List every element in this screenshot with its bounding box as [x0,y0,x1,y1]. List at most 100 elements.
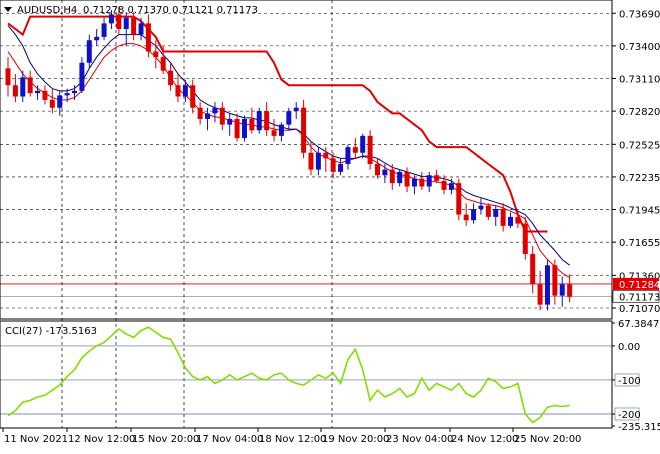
time-tick-label: 23 Nov 04:00 [386,434,453,445]
candle-body [367,135,373,164]
candle-body [434,175,440,181]
dropdown-triangle-icon[interactable] [4,7,12,12]
candle-body [116,14,122,29]
ohlc-values: 0.71278 0.71370 0.71121 0.71173 [83,5,258,16]
candle-body [182,85,188,97]
candle-body [64,93,70,96]
candle-body [478,205,484,209]
price-tick-label: 0.71655 [619,238,660,249]
candle-body [360,135,366,153]
candle-body [101,23,107,37]
candle-body [308,152,314,170]
candle-body [515,216,521,224]
candle-body [345,147,351,164]
candle-body [375,164,380,176]
price-grid [0,12,612,309]
candle-body [271,130,277,136]
cci-tick-label: -200 [618,410,641,421]
candle-body [559,284,565,296]
candle-body [544,265,550,305]
candle-body [323,152,329,159]
candle-body [508,216,514,226]
price-tick-label: 0.72525 [619,140,660,151]
price-tick-label: 0.71070 [619,304,660,315]
candle-body [493,209,499,217]
cci-tick-label: -100 [618,376,641,387]
candle-body [419,178,425,187]
candle-body [94,36,100,41]
candle-body [138,23,144,35]
candle-body [205,113,211,119]
candle-body [234,119,240,139]
price-tick-label: 0.72235 [619,173,660,184]
candle-body [86,40,92,63]
candle-body [49,99,55,108]
candle-body [241,119,247,139]
candles [5,6,573,311]
candle-body [227,119,233,125]
cci-header: CCI(27) -173.5163 [5,326,97,337]
candle-body [530,254,536,285]
time-tick-label: 25 Nov 20:00 [514,434,581,445]
candle-body [338,164,344,172]
candle-body [190,85,196,108]
candle-body [249,119,255,131]
candle-body [463,214,469,221]
candle-body [57,95,63,108]
red-price-tag-label: 0.71284 [619,280,660,291]
cci-tick-label: -235.315 [618,422,660,433]
candle-body [522,223,528,254]
candle-body [441,180,447,190]
red-price-tag [613,277,659,290]
cci-line [7,326,570,424]
price-tick-label: 0.72820 [619,107,660,118]
candle-body [448,183,454,190]
candle-body [256,111,262,131]
candle-body [20,77,26,97]
candle-body [79,62,85,91]
upper-band-line [7,15,548,233]
candle-body [552,265,558,296]
candle-body [404,171,410,187]
candle-body [197,107,203,119]
current-price-tag-label: 0.71173 [619,292,660,303]
candle-body [264,111,270,131]
candle-body [160,57,166,71]
cci-tick-label: 67.3847 [618,319,659,330]
price-tick-label: 0.71360 [619,271,660,282]
candle-body [567,284,573,297]
candle-body [315,152,321,170]
candle-body [131,17,137,35]
candle-body [212,107,218,114]
candle-body [42,90,48,100]
candle-body [27,77,33,94]
candle-body [123,17,129,29]
time-tick-label: 24 Nov 12:00 [451,434,518,445]
candle-body [35,90,41,94]
cci-series [7,326,570,424]
period-separators [61,0,333,428]
cci-tick-label: 0.00 [618,342,640,353]
time-tick-label: 15 Nov 20:00 [132,434,199,445]
candle-body [352,147,358,153]
moving-averages [7,25,570,279]
price-axis: 0.73690 0.73400 0.73110 0.72820 0.72525 0.722… [612,9,660,315]
candle-body [500,209,506,226]
candle-body [12,85,18,97]
candle-body [168,70,174,86]
candle-body [108,14,114,24]
symbol-header: AUDUSD,H4 0.71278 0.71370 0.71121 0.7117… [4,5,258,16]
candle-body [293,107,299,112]
candle-body [330,158,336,172]
candle-body [301,107,307,153]
time-tick-label: 12 Nov 12:00 [68,434,135,445]
price-tick-label: 0.71945 [619,206,660,217]
time-tick-label: 11 Nov 2021 [4,434,68,445]
candle-body [72,90,78,94]
candle-body [153,51,159,58]
price-tick-label: 0.73400 [619,42,660,53]
cci-grid [0,345,612,415]
